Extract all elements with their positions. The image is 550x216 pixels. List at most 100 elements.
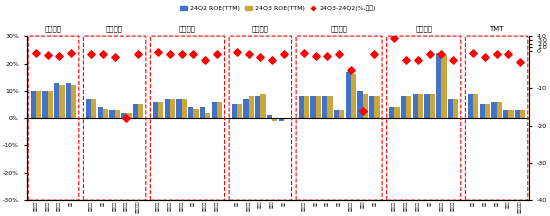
- Bar: [138, 105, 144, 118]
- Point: [55, 54, 64, 57]
- Bar: [515, 110, 520, 118]
- Bar: [412, 94, 418, 118]
- Bar: [453, 99, 458, 118]
- Bar: [339, 110, 344, 118]
- Bar: [188, 107, 194, 118]
- Bar: [126, 113, 131, 118]
- Bar: [177, 99, 182, 118]
- Bar: [103, 109, 108, 118]
- Text: 中游制造: 中游制造: [179, 25, 196, 32]
- Bar: [430, 94, 435, 118]
- Bar: [497, 102, 502, 118]
- Bar: [473, 94, 478, 118]
- Bar: [97, 107, 103, 118]
- Bar: [182, 99, 187, 118]
- Bar: [48, 91, 53, 118]
- Bar: [401, 96, 406, 118]
- Bar: [114, 110, 120, 118]
- Bar: [442, 55, 447, 118]
- Bar: [436, 53, 442, 118]
- Point: [437, 52, 446, 56]
- Bar: [267, 115, 272, 118]
- Bar: [369, 96, 375, 118]
- Bar: [232, 105, 237, 118]
- Bar: [164, 99, 170, 118]
- Bar: [418, 94, 423, 118]
- Point: [516, 60, 525, 64]
- Bar: [406, 96, 411, 118]
- Bar: [485, 105, 490, 118]
- Bar: [310, 96, 316, 118]
- Text: 其他周期: 其他周期: [252, 25, 269, 32]
- Bar: [425, 94, 430, 118]
- Text: 中游材料: 中游材料: [106, 25, 123, 32]
- Point: [481, 55, 490, 59]
- Point: [323, 54, 332, 58]
- Bar: [327, 96, 333, 118]
- Point: [244, 52, 253, 56]
- Point: [256, 55, 265, 59]
- Point: [134, 52, 142, 56]
- Bar: [394, 107, 399, 118]
- Bar: [316, 96, 321, 118]
- Bar: [362, 94, 368, 118]
- Bar: [36, 91, 41, 118]
- Bar: [389, 107, 394, 118]
- Bar: [322, 96, 327, 118]
- Bar: [153, 102, 158, 118]
- Bar: [351, 75, 356, 118]
- Point: [469, 51, 477, 55]
- Bar: [212, 102, 217, 118]
- Bar: [54, 83, 59, 118]
- Legend: 24Q2 ROE(TTM), 24Q3 ROE(TTM), 24Q3-24Q2(%,右轴): 24Q2 ROE(TTM), 24Q3 ROE(TTM), 24Q3-24Q2(…: [177, 3, 378, 14]
- Bar: [86, 99, 91, 118]
- Point: [299, 51, 308, 55]
- Point: [212, 52, 221, 56]
- Bar: [66, 83, 71, 118]
- Point: [370, 52, 379, 56]
- Bar: [31, 91, 36, 118]
- Bar: [217, 102, 222, 118]
- Text: TMT: TMT: [490, 26, 504, 32]
- Text: 必需消费: 必需消费: [415, 25, 432, 32]
- Bar: [375, 96, 379, 118]
- Point: [402, 59, 410, 62]
- Bar: [448, 99, 453, 118]
- Bar: [205, 113, 210, 118]
- Point: [279, 52, 288, 56]
- Point: [233, 51, 241, 54]
- Bar: [237, 105, 242, 118]
- Point: [110, 55, 119, 59]
- Bar: [334, 110, 339, 118]
- Point: [67, 51, 75, 55]
- Bar: [299, 96, 304, 118]
- Point: [311, 54, 320, 58]
- Bar: [200, 107, 205, 118]
- Bar: [194, 109, 199, 118]
- Bar: [170, 99, 175, 118]
- Bar: [158, 102, 163, 118]
- Bar: [71, 85, 76, 118]
- Bar: [243, 99, 249, 118]
- Point: [98, 52, 107, 56]
- Bar: [109, 110, 114, 118]
- Bar: [133, 105, 138, 118]
- Text: 可选消费: 可选消费: [331, 25, 348, 32]
- Bar: [42, 91, 48, 118]
- Point: [425, 52, 434, 56]
- Text: 上游资源: 上游资源: [45, 25, 62, 32]
- Bar: [491, 102, 497, 118]
- Point: [504, 52, 513, 56]
- Point: [449, 59, 458, 62]
- Bar: [255, 96, 260, 118]
- Bar: [480, 105, 485, 118]
- Point: [122, 116, 131, 120]
- Bar: [520, 110, 525, 118]
- Bar: [508, 110, 514, 118]
- Bar: [279, 118, 284, 121]
- Bar: [345, 72, 351, 118]
- Point: [335, 52, 344, 56]
- Point: [390, 36, 399, 40]
- Point: [268, 59, 277, 62]
- Bar: [304, 96, 309, 118]
